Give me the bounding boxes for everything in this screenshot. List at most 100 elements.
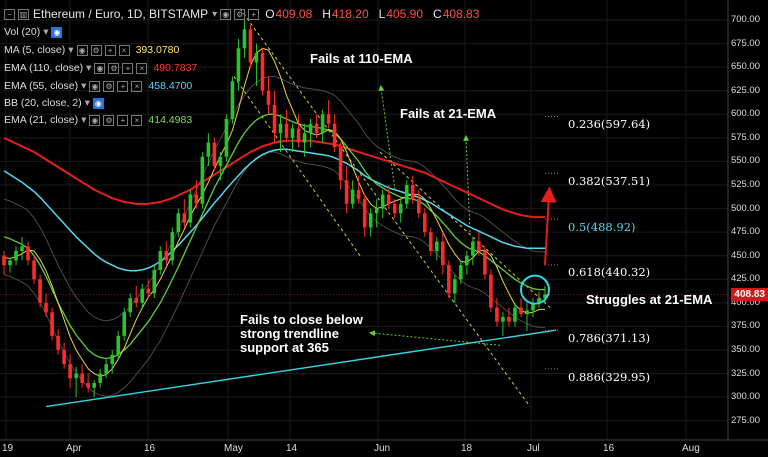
indicator-dropdown-icon[interactable]: ▾ [84, 97, 90, 109]
candle-body [422, 213, 427, 233]
candle-body [489, 274, 493, 308]
indicator-vol[interactable]: Vol (20) ▾ ◉ [4, 25, 63, 39]
more-icon[interactable]: + [117, 80, 129, 92]
candlesticks[interactable] [2, 20, 547, 398]
time-tick-label: Aug [682, 443, 700, 454]
candle-body [453, 279, 457, 294]
candle-body [302, 133, 307, 143]
candle-body [519, 307, 523, 315]
indicator-ema55[interactable]: EMA (55, close) ▾ ◉ ⚙ + × 458.4700 [4, 79, 192, 93]
close-icon[interactable]: × [136, 62, 148, 74]
indicator-dropdown-icon[interactable]: ▾ [81, 80, 87, 92]
indicator-bb[interactable]: BB (20, close, 2) ▾ ◉ [4, 96, 104, 110]
indicator-value: 490.7837 [153, 62, 198, 74]
visibility-icon[interactable]: ◉ [94, 62, 106, 74]
candle-body [20, 246, 24, 251]
price-tick-label: 525.00 [730, 178, 760, 190]
time-tick-label: 16 [144, 443, 156, 454]
close-icon[interactable]: × [131, 114, 143, 126]
indicator-dropdown-icon[interactable]: ▾ [86, 62, 92, 74]
more-icon[interactable]: + [122, 62, 134, 74]
candle-body [435, 241, 439, 251]
price-tick-label: 600.00 [730, 108, 760, 120]
time-tick-label: Apr [66, 443, 82, 454]
candle-body [230, 81, 235, 119]
pointer-arrow-110-ema [378, 84, 396, 190]
time-tick-label: May [224, 443, 243, 454]
indicator-ema21[interactable]: EMA (21, close) ▾ ◉ ⚙ + × 414.4983 [4, 113, 192, 127]
more-icon[interactable]: + [104, 44, 116, 56]
price-tick-label: 500.00 [730, 202, 760, 214]
more-icon[interactable]: + [248, 8, 260, 20]
close-icon[interactable]: × [118, 44, 130, 56]
fib-level-0786: 0.786(371.13) [568, 331, 651, 345]
collapse-icon[interactable]: − [4, 8, 15, 20]
candle-body [86, 382, 90, 388]
price-tick-label: 475.00 [730, 226, 760, 238]
candle-body [32, 260, 36, 280]
candle-body [272, 104, 277, 134]
visibility-icon[interactable]: ◉ [89, 80, 101, 92]
ma5-line [3, 47, 545, 377]
candle-body [507, 316, 511, 322]
candle-body [104, 364, 108, 374]
more-icon[interactable]: + [117, 114, 129, 126]
indicator-dropdown-icon[interactable]: ▾ [68, 44, 74, 56]
visibility-icon[interactable]: ◉ [220, 8, 232, 20]
candle-body [284, 123, 289, 138]
settings-icon[interactable]: ⚙ [234, 8, 246, 20]
candle-body [146, 288, 151, 294]
candle-body [308, 123, 313, 134]
candle-body [495, 307, 499, 322]
fib-level-0236: 0.236(597.64) [568, 117, 651, 131]
price-tick-label: 575.00 [730, 131, 760, 143]
indicator-value: 393.0780 [135, 44, 180, 56]
annotation-struggles-21-ema: Struggles at 21-EMA [586, 292, 713, 307]
open-value: 409.08 [275, 7, 313, 21]
price-tick-label: 325.00 [730, 367, 760, 379]
symbol-title[interactable]: Ethereum / Euro, 1D, BITSTAMP [33, 7, 209, 21]
symbol-dropdown-icon[interactable]: ▾ [212, 8, 218, 20]
candle-body [68, 364, 72, 379]
candle-body [326, 114, 331, 124]
visibility-icon[interactable]: ◉ [92, 97, 104, 109]
settings-icon[interactable]: ⚙ [103, 80, 115, 92]
visibility-icon[interactable]: ◉ [89, 114, 101, 126]
fib-level-0886: 0.886(329.95) [568, 370, 651, 384]
candle-body [386, 194, 391, 204]
candle-body [477, 241, 481, 251]
candle-body [314, 123, 319, 134]
price-tick-label: 375.00 [730, 320, 760, 332]
candle-body [368, 213, 373, 228]
candle-body [212, 142, 217, 167]
indicator-ema110[interactable]: EMA (110, close) ▾ ◉ ⚙ + × 490.7837 [4, 61, 197, 75]
candle-body [8, 260, 12, 266]
candle-body [374, 208, 379, 214]
open-label: O [265, 7, 275, 21]
close-value: 408.83 [442, 7, 480, 21]
candle-body [194, 194, 199, 204]
settings-icon[interactable]: ⚙ [108, 62, 120, 74]
time-tick-label: 16 [603, 443, 615, 454]
indicator-dropdown-icon[interactable]: ▾ [43, 26, 49, 38]
close-icon[interactable]: × [131, 80, 143, 92]
candle-body [176, 213, 181, 233]
settings-icon[interactable]: ⚙ [103, 114, 115, 126]
annotation-fails-110-ema: Fails at 110-EMA [310, 51, 413, 66]
visibility-icon[interactable]: ◉ [51, 26, 63, 38]
candle-body [236, 48, 241, 82]
indicator-label: MA (5, close) [4, 44, 66, 56]
channel-lower-line [233, 76, 361, 256]
candle-body [416, 199, 421, 214]
visibility-icon[interactable]: ◉ [76, 44, 88, 56]
indicator-dropdown-icon[interactable]: ▾ [81, 114, 87, 126]
high-value: 418.20 [331, 7, 369, 21]
settings-icon[interactable]: ⚙ [90, 44, 102, 56]
candle-body [447, 265, 451, 294]
indicator-ma5[interactable]: MA (5, close) ▾ ◉ ⚙ + × 393.0780 [4, 43, 179, 57]
price-tick-label: 700.00 [730, 14, 760, 25]
chart-type-icon[interactable]: ▥ [18, 8, 29, 20]
candle-body [50, 312, 54, 336]
price-tick-label: 625.00 [730, 84, 760, 96]
